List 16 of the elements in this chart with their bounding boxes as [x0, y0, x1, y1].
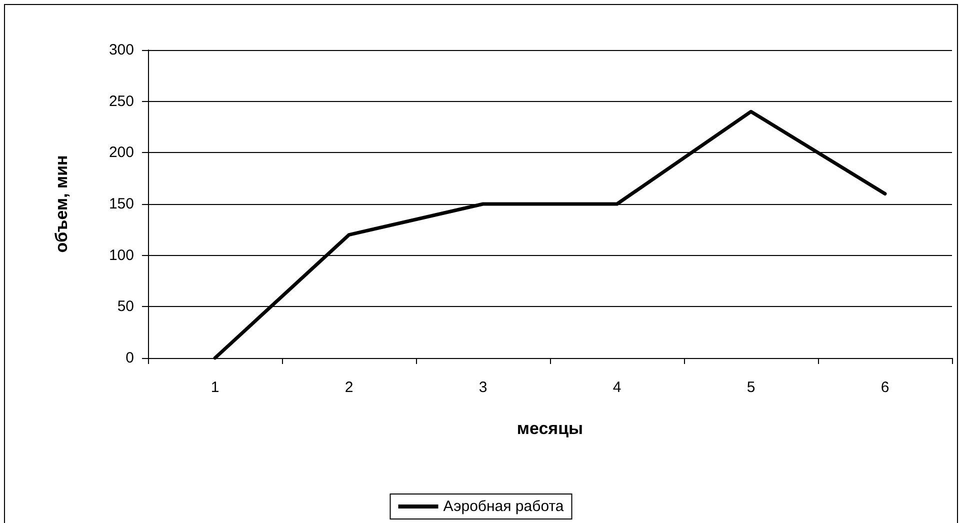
legend-label: Аэробная работа	[443, 498, 564, 515]
x-tick-label: 2	[344, 379, 354, 396]
x-tick-label: 6	[880, 379, 890, 396]
x-tick-label: 5	[746, 379, 756, 396]
x-tick-label: 4	[612, 379, 622, 396]
x-tick-label: 1	[210, 379, 220, 396]
y-tick-label: 300	[108, 42, 134, 58]
y-axis-title: объем, мин	[52, 155, 71, 253]
y-tick-label: 0	[126, 350, 134, 366]
y-tick-label: 100	[108, 246, 134, 264]
y-tick-label: 200	[108, 144, 134, 162]
x-tick-label: 3	[478, 379, 488, 396]
y-tick-label: 150	[108, 196, 134, 212]
y-tick-label: 250	[108, 92, 134, 110]
x-axis-title: месяцы	[516, 419, 584, 438]
y-tick-label: 50	[117, 298, 134, 316]
